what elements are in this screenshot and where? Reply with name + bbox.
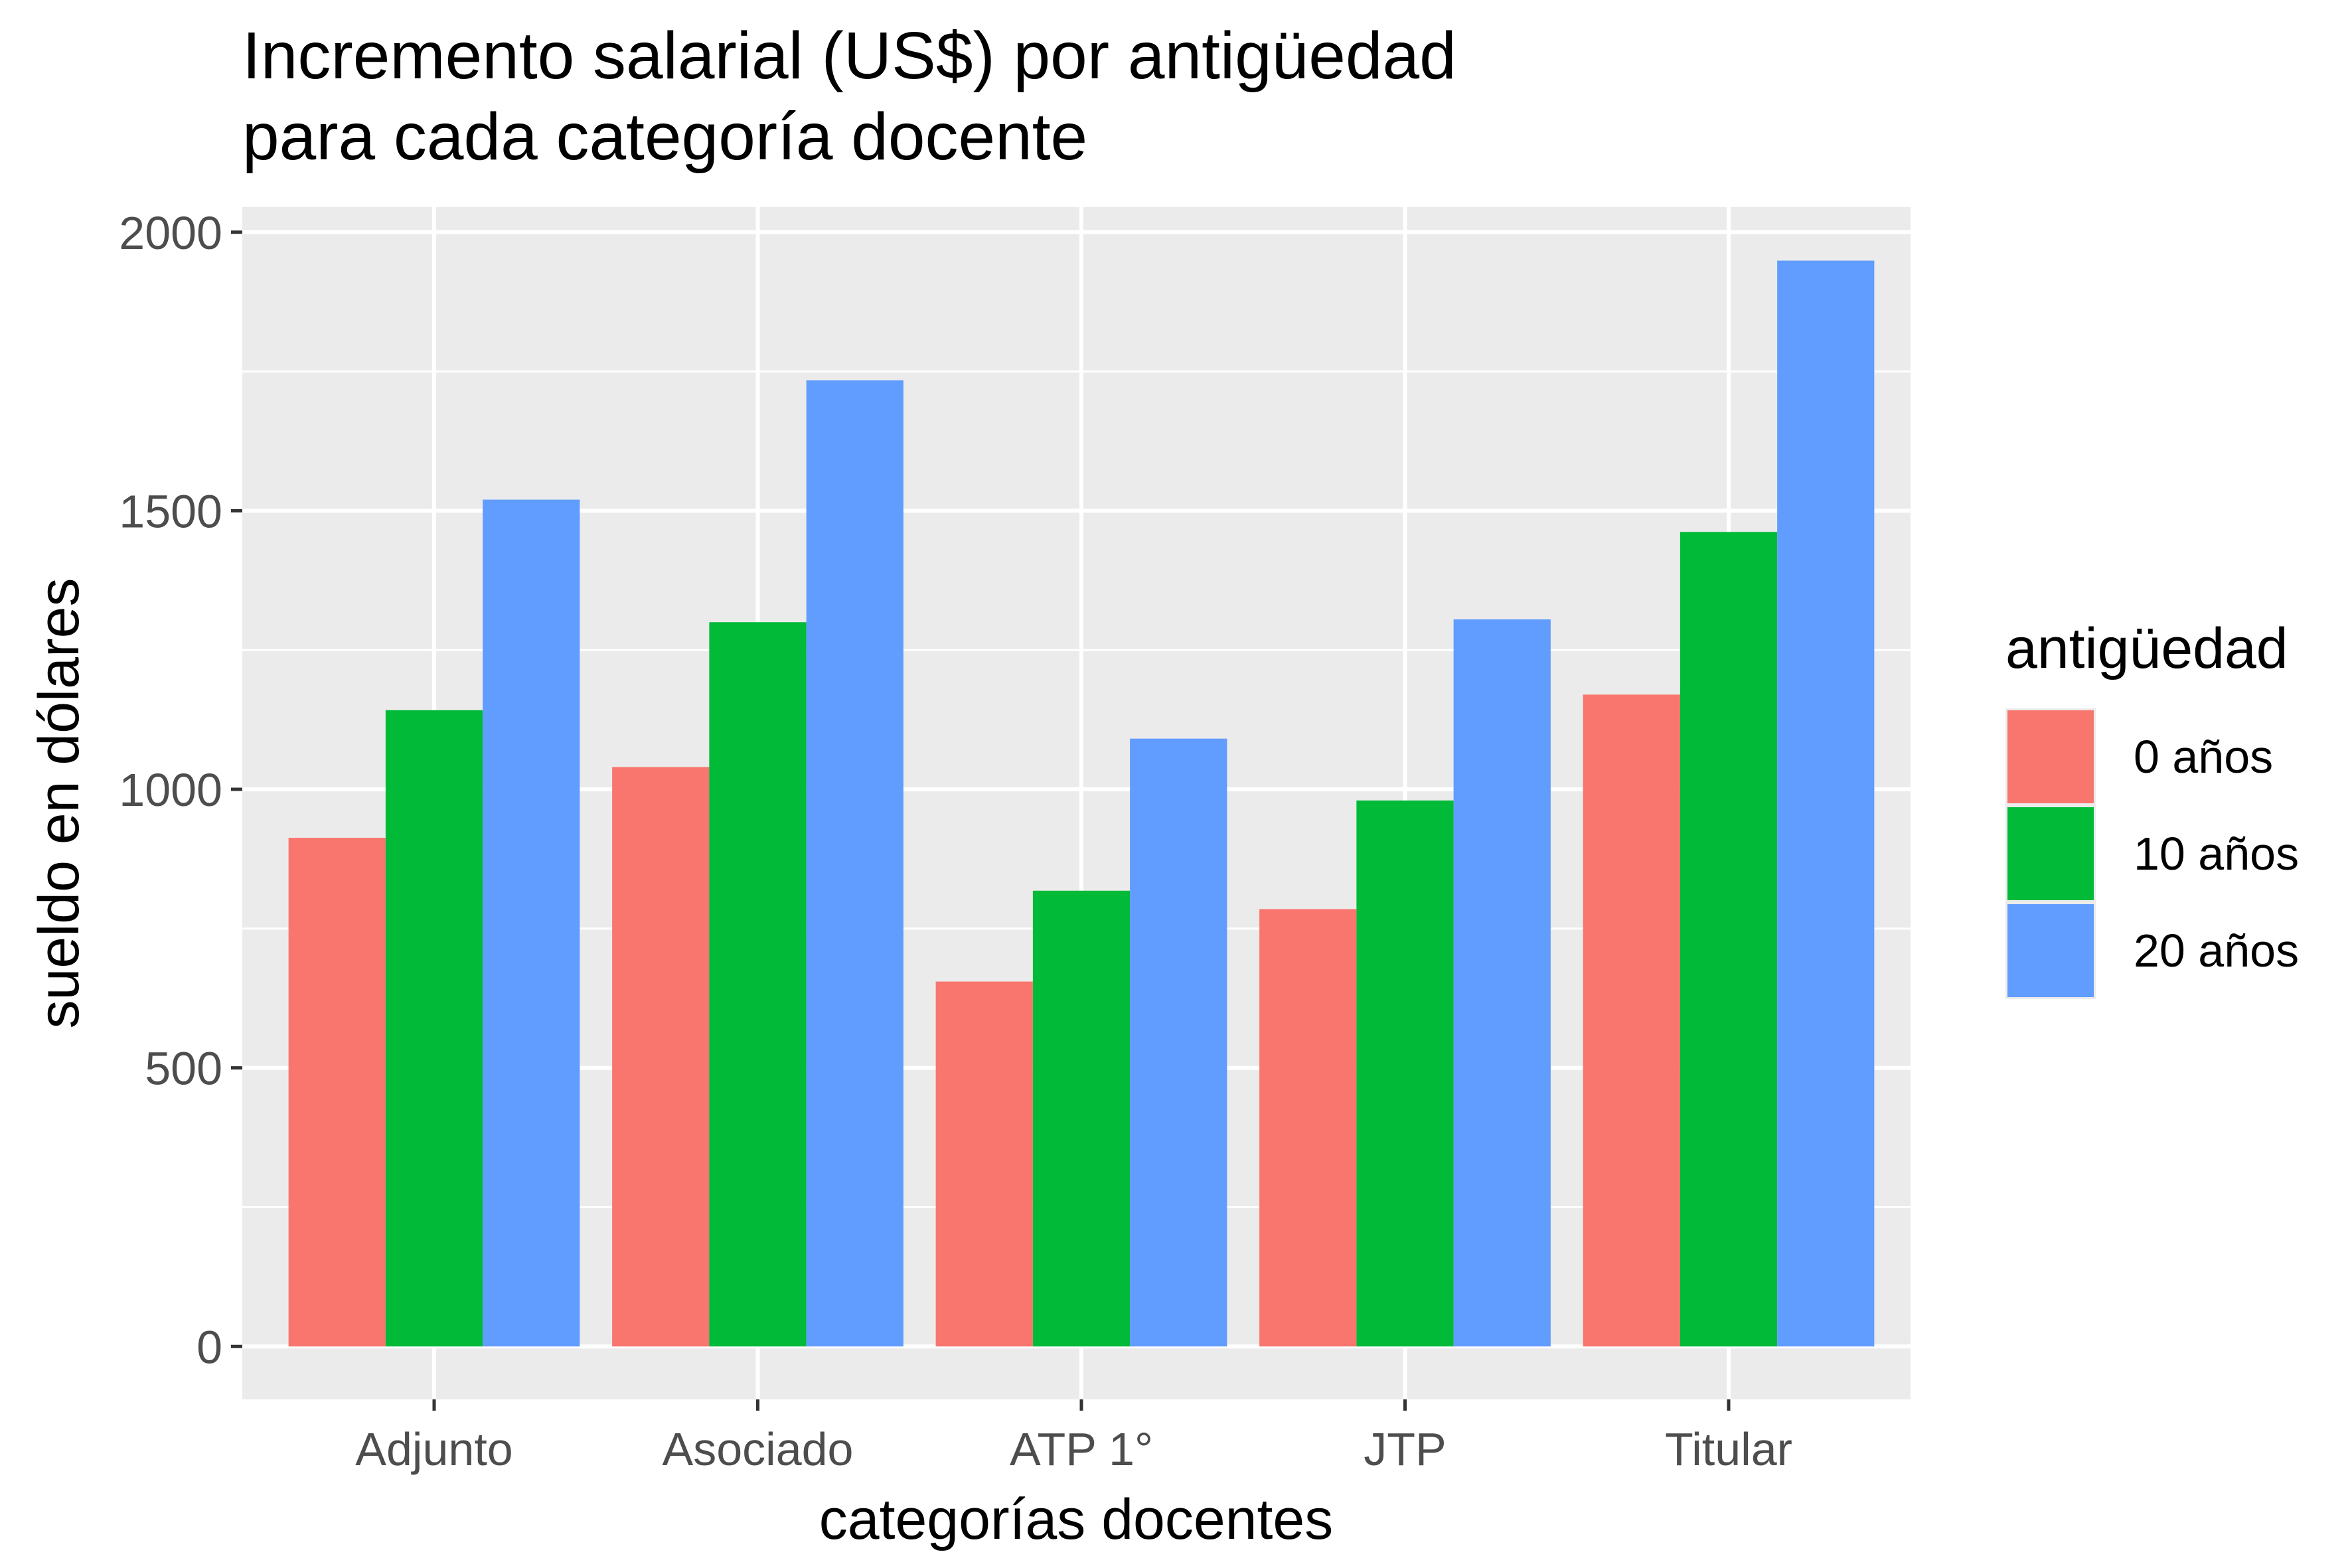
bar	[612, 767, 710, 1347]
x-tick-label: JTP	[1364, 1423, 1446, 1475]
x-tick-label: Titular	[1665, 1423, 1792, 1475]
bar	[935, 981, 1033, 1347]
x-tick-label: ATP 1°	[1010, 1423, 1153, 1475]
y-tick-label: 500	[145, 1043, 222, 1095]
bar	[806, 380, 903, 1347]
bar	[385, 710, 483, 1347]
bar	[1453, 619, 1551, 1347]
x-axis: Adjunto Asociado ATP 1° JTP Titular	[355, 1399, 1792, 1475]
legend-key	[2007, 807, 2094, 900]
y-tick-label: 0	[196, 1321, 222, 1373]
bars	[288, 260, 1875, 1347]
legend-title: antigüedad	[2005, 617, 2288, 680]
legend-key	[2007, 710, 2094, 803]
x-tick-label: Adjunto	[355, 1423, 512, 1475]
x-axis-title: categorías docentes	[819, 1488, 1334, 1551]
legend-label: 10 años	[2134, 828, 2299, 880]
bar	[1680, 532, 1778, 1347]
legend-label: 0 años	[2134, 731, 2273, 783]
bar	[1356, 800, 1454, 1347]
legend-key	[2007, 904, 2094, 997]
y-tick-label: 2000	[119, 207, 222, 259]
bar	[1583, 694, 1680, 1347]
bar	[1777, 260, 1875, 1347]
bar	[709, 622, 807, 1347]
chart-title-line-1: Incremento salarial (US$) por antigüedad	[242, 19, 1456, 93]
bar	[1130, 738, 1227, 1347]
bar	[483, 499, 580, 1347]
y-axis: 0 500 1000 1500 2000	[119, 207, 242, 1373]
legend: antigüedad 0 años 10 años 20 años	[2005, 617, 2299, 999]
bar	[288, 838, 386, 1347]
bar	[1032, 890, 1131, 1347]
y-tick-label: 1000	[119, 764, 222, 816]
chart-title-line-2: para cada categoría docente	[242, 100, 1087, 174]
legend-label: 20 años	[2134, 925, 2299, 977]
bar	[1259, 909, 1357, 1347]
x-tick-label: Asociado	[663, 1423, 854, 1475]
y-axis-title: sueldo en dólares	[27, 578, 91, 1029]
y-tick-label: 1500	[119, 485, 222, 537]
